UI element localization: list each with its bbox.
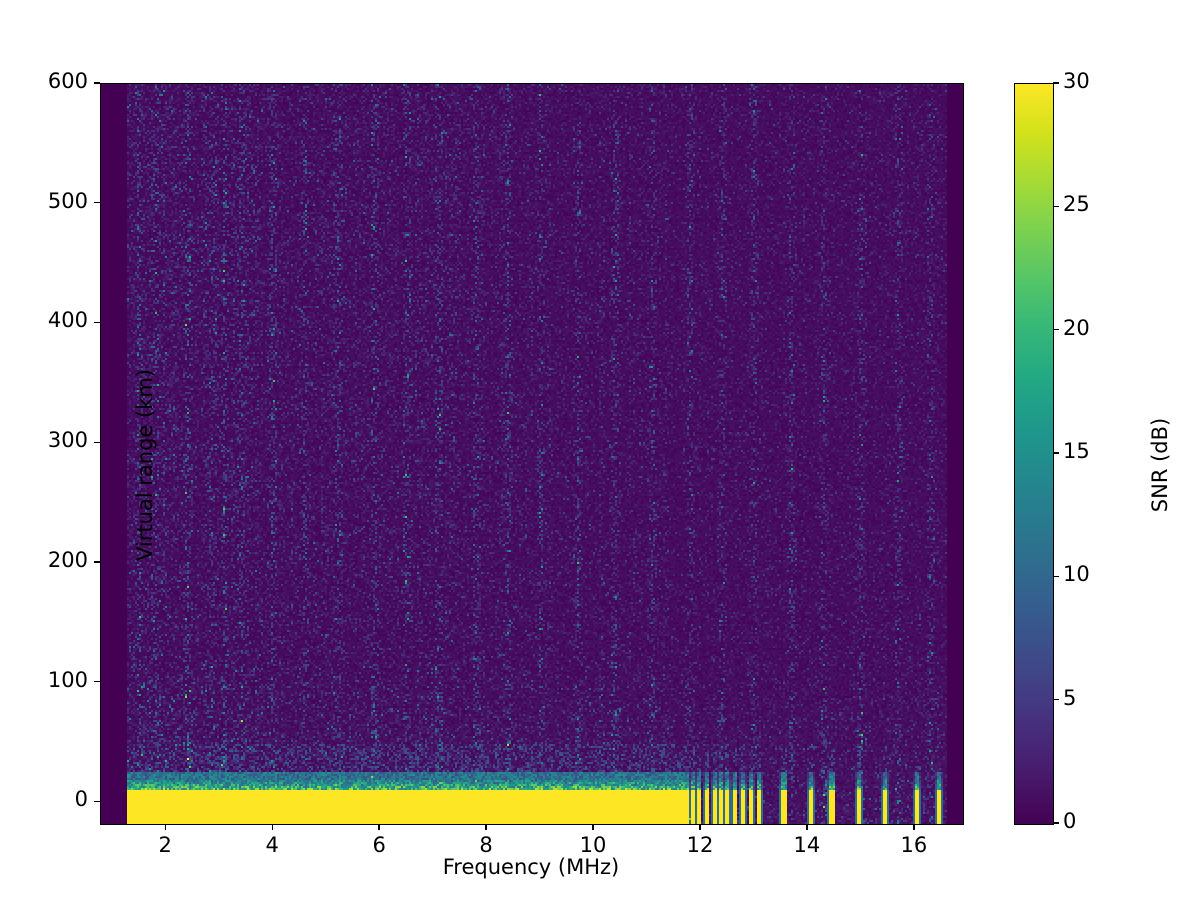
colorbar-tick-mark: [1053, 329, 1060, 331]
x-axis-tick-label: 2: [158, 833, 172, 857]
colorbar-tick-mark: [1053, 822, 1060, 824]
x-axis-tick-label: 4: [265, 833, 279, 857]
colorbar-tick-label: 15: [1063, 439, 1090, 463]
y-axis-tick-label: 600: [47, 69, 88, 93]
x-axis-tick-label: 10: [579, 833, 607, 857]
x-axis-tick-label: 16: [900, 833, 928, 857]
y-axis-label: Virtual range (km): [133, 368, 157, 562]
colorbar-tick-label: 30: [1063, 69, 1090, 93]
y-axis-tick-label: 300: [47, 428, 88, 453]
x-axis-tick-mark: [592, 824, 594, 831]
x-axis-tick-label: 8: [479, 833, 493, 857]
colorbar-gradient: [1015, 84, 1053, 824]
colorbar-tick-label: 0: [1063, 809, 1077, 833]
x-axis-tick-mark: [378, 824, 380, 831]
x-axis-tick-mark: [485, 824, 487, 831]
colorbar-label: SNR (dB): [1148, 417, 1172, 513]
x-axis-tick-mark: [913, 824, 915, 831]
x-axis-tick-mark: [699, 824, 701, 831]
y-axis-tick-mark: [93, 321, 100, 324]
colorbar-tick-mark: [1053, 205, 1060, 207]
ionogram-plot-area[interactable]: [100, 83, 964, 825]
ionogram-heatmap: [101, 84, 963, 824]
y-axis-tick-label: 200: [47, 547, 88, 572]
colorbar-tick-mark: [1053, 575, 1060, 577]
y-axis-tick-mark: [93, 82, 100, 84]
colorbar-tick-label: 5: [1063, 685, 1077, 710]
colorbar-tick-mark: [1053, 82, 1060, 84]
y-axis-tick-mark: [93, 681, 100, 683]
colorbar-tick-label: 10: [1063, 562, 1090, 587]
x-axis-tick-label: 6: [372, 833, 386, 857]
y-axis-tick-label: 0: [74, 787, 88, 812]
y-axis-tick-mark: [93, 561, 100, 563]
colorbar-tick-mark: [1053, 452, 1060, 454]
colorbar-tick-label: 20: [1063, 315, 1090, 340]
y-axis-tick-mark: [93, 800, 100, 803]
y-axis-tick-mark: [93, 441, 100, 443]
y-axis-tick-mark: [93, 202, 100, 204]
colorbar-tick-label: 25: [1063, 192, 1090, 217]
x-axis-tick-mark: [806, 824, 808, 831]
x-axis-tick-mark: [164, 824, 166, 831]
y-axis-tick-label: 100: [47, 667, 88, 692]
colorbar-tick-mark: [1053, 699, 1060, 701]
x-axis-tick-mark: [271, 824, 273, 831]
y-axis-tick-label: 400: [47, 308, 88, 333]
y-axis-tick-label: 500: [47, 188, 88, 213]
colorbar[interactable]: [1014, 83, 1054, 825]
x-axis-label: Frequency (MHz): [442, 855, 620, 879]
x-axis-tick-label: 12: [686, 833, 714, 857]
x-axis-tick-label: 14: [793, 833, 821, 857]
